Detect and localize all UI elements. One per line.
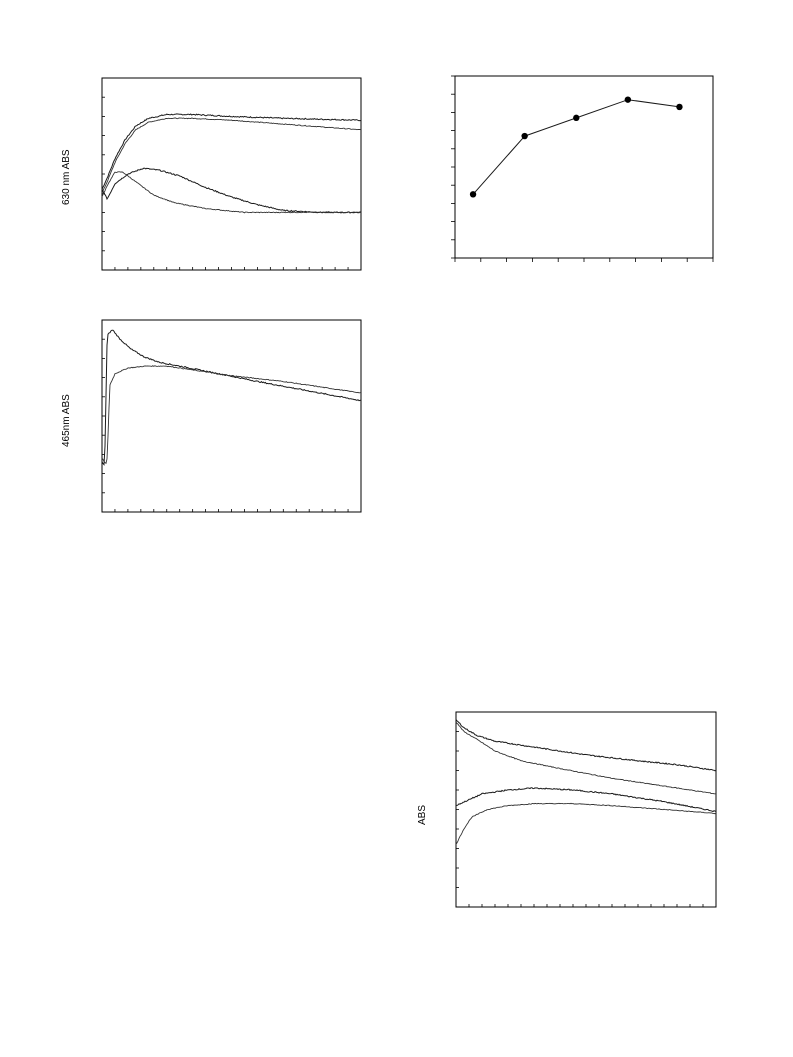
- data-point: [624, 96, 632, 103]
- chart2-ylabel: 465nm ABS: [61, 394, 72, 447]
- data-point: [676, 103, 683, 111]
- series-line: [472, 99, 680, 195]
- chart3-frame: [454, 75, 714, 259]
- series-trace: [101, 329, 362, 466]
- data-point: [573, 114, 580, 122]
- series-trace: [101, 171, 362, 214]
- chart1-frame: [101, 77, 362, 271]
- series-trace: [455, 802, 717, 845]
- data-point: [469, 191, 477, 198]
- series-trace: [101, 113, 362, 190]
- data-point: [521, 132, 528, 140]
- series-trace: [101, 365, 362, 465]
- chart2-frame: [101, 319, 362, 513]
- series-trace: [101, 117, 362, 194]
- series-trace: [455, 787, 717, 813]
- chart4-ylabel: ABS: [417, 804, 428, 825]
- series-trace: [455, 719, 717, 772]
- series-trace: [101, 167, 362, 214]
- series-trace: [455, 721, 717, 795]
